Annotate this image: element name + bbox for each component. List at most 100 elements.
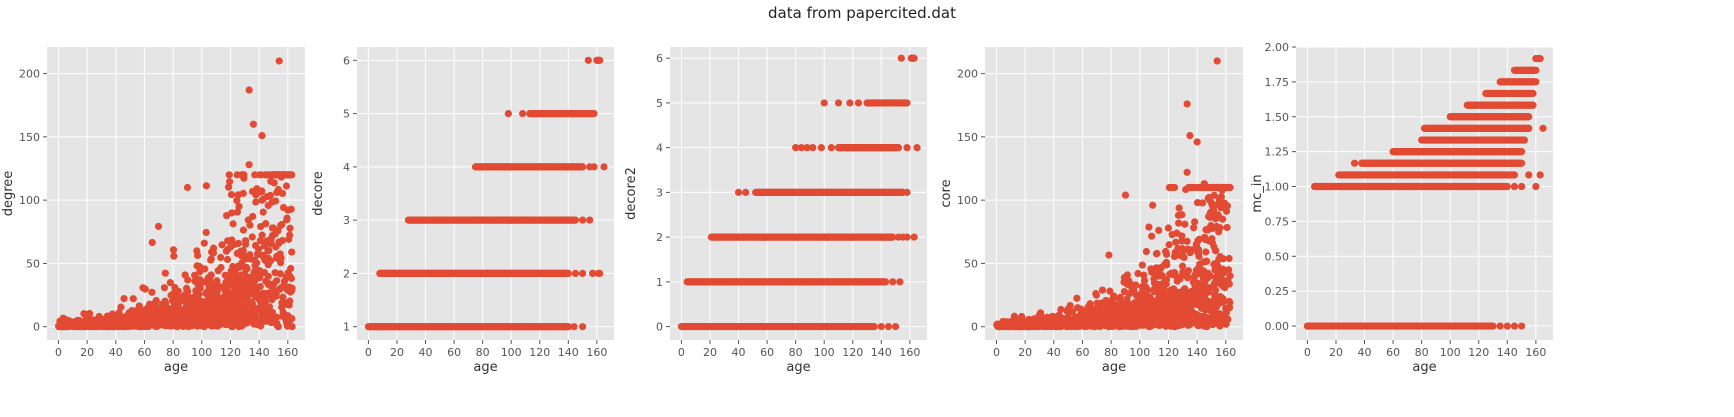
x-axis-label: age — [473, 360, 497, 375]
y-tick-label: 100 — [957, 194, 978, 207]
x-tick-label: 140 — [1187, 346, 1208, 359]
data-point — [238, 304, 245, 311]
x-tick-label: 80 — [166, 346, 180, 359]
y-axis-label: decore — [311, 171, 326, 215]
data-point — [84, 311, 91, 318]
data-point — [600, 163, 607, 170]
y-tick-label: 50 — [26, 257, 40, 270]
data-point — [182, 315, 189, 322]
y-tick-label: 2 — [656, 231, 663, 244]
data-point — [258, 171, 265, 178]
data-point — [565, 270, 572, 277]
data-point — [208, 271, 215, 278]
data-point — [221, 285, 228, 292]
data-point — [234, 310, 241, 317]
data-point — [225, 184, 232, 191]
data-point — [251, 312, 258, 319]
data-point — [251, 256, 258, 263]
data-point — [286, 231, 293, 238]
data-point — [183, 302, 190, 309]
y-tick-label: 4 — [656, 142, 663, 155]
data-point — [267, 290, 274, 297]
y-tick-label: 0 — [656, 321, 663, 334]
x-tick-label: 160 — [586, 346, 607, 359]
y-axis-label: core — [939, 179, 954, 207]
x-tick-label: 0 — [993, 346, 1000, 359]
data-point — [149, 239, 156, 246]
x-tick-label: 120 — [1158, 346, 1179, 359]
data-point — [1175, 219, 1182, 226]
data-point — [249, 233, 256, 240]
x-tick-label: 20 — [703, 346, 717, 359]
data-point — [228, 191, 235, 198]
y-axis-label: decore2 — [624, 167, 639, 220]
data-point — [208, 255, 215, 262]
data-point — [735, 189, 742, 196]
data-point — [1105, 251, 1112, 258]
data-point — [280, 281, 287, 288]
data-point — [1139, 261, 1146, 268]
data-point — [259, 252, 266, 259]
x-tick-label: 60 — [760, 346, 774, 359]
data-point — [246, 161, 253, 168]
data-point — [240, 175, 247, 182]
x-tick-label: 40 — [109, 346, 123, 359]
data-point — [170, 253, 177, 260]
data-point — [251, 268, 258, 275]
data-point — [1176, 204, 1183, 211]
chart-panel-4: 0 20 40 60 80 100 120 140 160050100150200agecore — [939, 47, 1243, 375]
data-point — [246, 86, 253, 93]
data-point — [271, 179, 278, 186]
data-point — [586, 217, 593, 224]
data-point — [196, 268, 203, 275]
x-tick-label: 0 — [678, 346, 685, 359]
data-point — [265, 261, 272, 268]
x-tick-label: 40 — [1047, 346, 1061, 359]
data-point — [260, 208, 267, 215]
data-point — [818, 144, 825, 151]
data-point — [1141, 277, 1148, 284]
data-point — [1202, 248, 1209, 255]
data-point — [141, 311, 148, 318]
data-point — [283, 182, 290, 189]
data-point — [226, 171, 233, 178]
data-point — [250, 320, 257, 327]
data-point — [903, 99, 910, 106]
data-point — [273, 253, 280, 260]
x-tick-label: 80 — [789, 346, 803, 359]
data-point — [143, 322, 150, 329]
data-point — [275, 240, 282, 247]
data-point — [259, 315, 266, 322]
data-point — [903, 189, 910, 196]
data-point — [287, 265, 294, 272]
data-point — [1099, 286, 1106, 293]
data-point — [277, 222, 284, 229]
y-tick-label: 100 — [19, 194, 40, 207]
data-point — [238, 316, 245, 323]
data-point — [251, 171, 258, 178]
x-tick-label: 120 — [842, 346, 863, 359]
data-point — [212, 305, 219, 312]
y-tick-label: 5 — [343, 108, 350, 121]
data-point — [596, 270, 603, 277]
data-point — [590, 163, 597, 170]
data-point — [596, 57, 603, 64]
data-point — [226, 320, 233, 327]
data-point — [273, 292, 280, 299]
x-tick-label: 60 — [1075, 346, 1089, 359]
data-point — [214, 285, 221, 292]
x-tick-label: 160 — [277, 346, 298, 359]
data-point — [258, 132, 265, 139]
data-point — [172, 310, 179, 317]
data-point — [258, 197, 265, 204]
data-point — [210, 249, 217, 256]
data-point — [215, 267, 222, 274]
data-point — [161, 284, 168, 291]
data-point — [201, 240, 208, 247]
data-point — [184, 184, 191, 191]
x-axis-label: age — [1102, 360, 1126, 375]
data-point — [1092, 290, 1099, 297]
x-tick-label: 0 — [55, 346, 62, 359]
data-point — [59, 323, 66, 330]
